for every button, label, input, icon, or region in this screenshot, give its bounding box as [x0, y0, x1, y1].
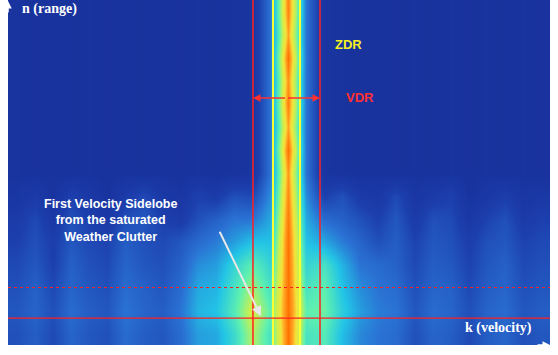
svg-text:k (velocity): k (velocity)	[465, 320, 532, 336]
svg-text:First Velocity Sidelobefrom th: First Velocity Sidelobefrom the saturate…	[44, 197, 177, 244]
svg-text:ZDR: ZDR	[335, 37, 362, 52]
svg-text:n (range): n (range)	[22, 1, 77, 17]
svg-text:VDR: VDR	[346, 90, 374, 105]
